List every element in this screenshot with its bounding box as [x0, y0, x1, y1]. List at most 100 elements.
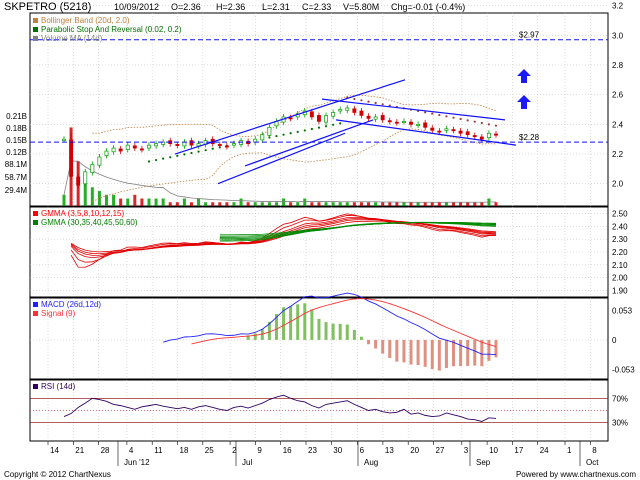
volume-bar [218, 202, 222, 206]
volume-bar [289, 202, 293, 206]
candle-body [62, 138, 66, 141]
sar-dot [381, 103, 384, 106]
volume-bar [459, 202, 463, 206]
x-tick-label: 10 [489, 446, 498, 455]
macd-histogram-bar [303, 303, 307, 340]
x-tick-label: 8 [592, 446, 597, 455]
candle-body [458, 130, 463, 134]
volume-bar [395, 202, 399, 206]
price-legend-text: Bollinger Band (20d, 2.0) [41, 16, 130, 25]
macd-histogram-bar [466, 339, 470, 366]
price-tick-label: 2.4 [612, 120, 624, 129]
macd-histogram-bar [345, 324, 349, 340]
x-tick-label: 2 [232, 446, 237, 455]
candle-body [125, 144, 130, 150]
gmma-tick-label: 1.90 [612, 287, 628, 296]
volume-bar [473, 202, 477, 206]
gmma-tick-label: 2.00 [612, 274, 628, 283]
candle-body [423, 122, 428, 128]
gmma-legend-swatch [33, 211, 38, 216]
volume-bar [494, 202, 498, 206]
candle-body [494, 133, 498, 136]
sar-dot [197, 150, 200, 153]
month-label: Sep [476, 458, 491, 467]
volume-bar [480, 202, 484, 206]
gmma-short-line [70, 215, 497, 263]
candle-body [111, 147, 116, 153]
candle-body [76, 176, 81, 186]
sar-dot [296, 130, 299, 133]
volume-bar [90, 187, 94, 206]
x-tick-label: 24 [540, 446, 549, 455]
macd-histogram-bar [338, 323, 342, 340]
sar-dot [367, 100, 370, 103]
sar-dot [339, 122, 342, 125]
gmma-tick-label: 2.30 [612, 235, 628, 244]
candle-body [486, 132, 491, 139]
price-tick-label: 3.0 [612, 31, 624, 40]
volume-bar [211, 202, 215, 206]
sar-dot [438, 113, 441, 117]
signal-line [191, 298, 497, 348]
candle-body [472, 135, 477, 138]
candle-body [83, 171, 88, 185]
volume-ma-line [63, 160, 496, 203]
sar-dot [445, 115, 448, 118]
month-label: Jul [242, 458, 252, 467]
x-tick-label: 17 [514, 446, 523, 455]
candle-body [90, 164, 95, 173]
month-label: Oct [586, 458, 599, 467]
chart-change: Chg=-0.01 (-0.4%) [391, 2, 465, 12]
sar-dot [480, 121, 483, 125]
candle-body [97, 156, 102, 166]
candle-body [217, 144, 222, 146]
sar-dot [275, 134, 278, 138]
up-arrow-icon [517, 69, 531, 83]
sar-dot [303, 129, 306, 132]
volume-bar [260, 202, 264, 206]
trendline [174, 79, 406, 155]
macd-histogram-bar [274, 313, 278, 340]
price-panel [29, 12, 609, 207]
rsi-line [63, 394, 497, 422]
volume-bar [324, 202, 328, 206]
price-tick-label: 2.6 [612, 91, 624, 100]
candle-body [387, 120, 392, 123]
sar-dot [494, 124, 498, 127]
x-tick-label: 20 [410, 446, 419, 455]
candle-body [444, 128, 449, 131]
bollinger-upper [92, 94, 497, 137]
candle-body [224, 145, 229, 148]
macd-legend-swatch [33, 302, 38, 307]
trendline [244, 119, 374, 167]
x-tick-label: 30 [333, 446, 342, 455]
macd-histogram-bar [317, 318, 321, 340]
volume-bar [430, 202, 434, 206]
volume-bar [331, 202, 335, 206]
chart-volume: V=5.80M [343, 2, 379, 12]
sar-dot [424, 111, 427, 114]
volume-bar [133, 194, 137, 206]
x-tick-label: 23 [308, 446, 317, 455]
volume-bar [282, 198, 286, 206]
sar-dot [360, 99, 363, 102]
x-tick-label: 9 [257, 446, 262, 455]
candle-body [324, 115, 328, 123]
volume-bar [204, 202, 208, 206]
candle-body [317, 115, 321, 122]
candle-body [175, 144, 180, 146]
volume-bar [359, 202, 363, 206]
volume-tick-label: 0.12B [6, 148, 27, 157]
volume-bar [147, 198, 151, 206]
candle-body [366, 115, 371, 119]
candle-body [139, 148, 144, 151]
up-arrow-icon [517, 95, 531, 109]
candle-body [232, 143, 236, 146]
macd-histogram-bar [444, 339, 448, 368]
volume-tick-label: 0.21B [6, 112, 27, 121]
volume-bar [352, 202, 356, 206]
volume-bar [416, 202, 420, 206]
candle-body [118, 148, 123, 152]
candle-body [409, 121, 413, 125]
sar-dot [289, 132, 292, 135]
